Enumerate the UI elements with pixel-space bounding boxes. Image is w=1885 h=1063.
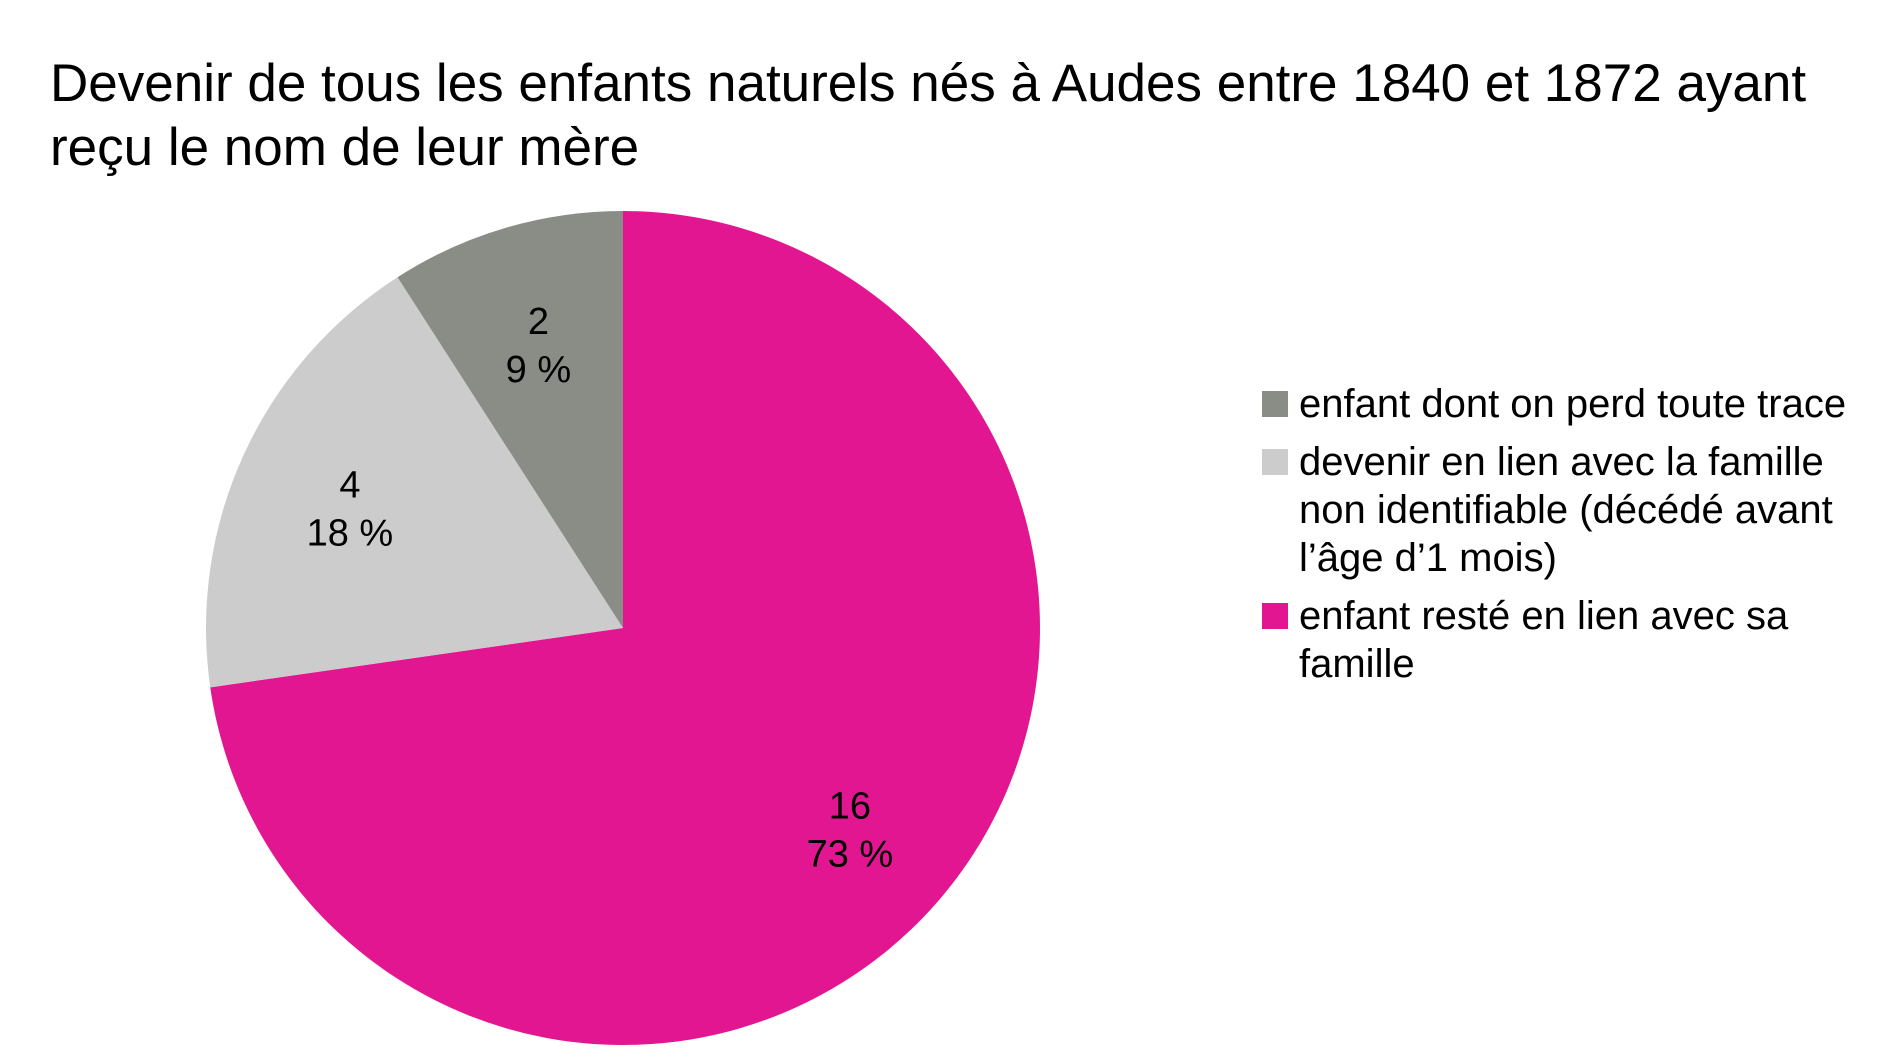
legend: enfant dont on perd toute trace devenir e… xyxy=(1262,380,1882,698)
legend-swatch-0 xyxy=(1262,603,1288,629)
legend-item-1: devenir en lien avec la famille non iden… xyxy=(1262,438,1882,582)
legend-label-0: enfant resté en lien avec sa famille xyxy=(1299,594,1789,686)
pie-slice-1 xyxy=(205,277,623,688)
slice-value-label-0: 16 xyxy=(829,786,871,828)
chart-title: Devenir de tous les enfants naturels nés… xyxy=(50,54,1807,177)
legend-swatch-2 xyxy=(1262,391,1288,417)
legend-item-0: enfant resté en lien avec sa famille xyxy=(1262,592,1882,688)
legend-label-1: devenir en lien avec la famille non iden… xyxy=(1299,440,1833,580)
slice-value-label-2: 2 xyxy=(528,301,549,343)
slice-labels: 16 73 % 4 18 % 2 9 % xyxy=(307,301,894,876)
pie-slice-0 xyxy=(210,211,1041,1045)
pie-slice-2 xyxy=(397,211,623,628)
pie-slices xyxy=(205,211,1041,1045)
slice-percent-label-1: 18 % xyxy=(307,512,394,554)
legend-item-2: enfant dont on perd toute trace xyxy=(1262,380,1882,428)
slice-percent-label-0: 73 % xyxy=(807,834,894,876)
legend-swatch-1 xyxy=(1262,449,1288,475)
legend-label-2: enfant dont on perd toute trace xyxy=(1299,382,1847,426)
slice-value-label-1: 4 xyxy=(339,464,360,506)
slice-percent-label-2: 9 % xyxy=(506,349,571,391)
